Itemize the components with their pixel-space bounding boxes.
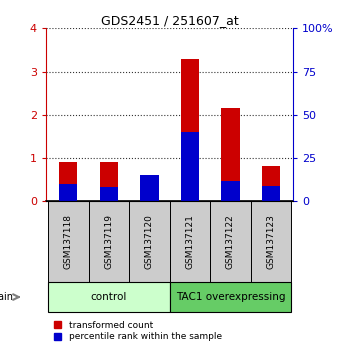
Bar bbox=[251, 201, 291, 281]
Bar bbox=[48, 281, 170, 313]
Legend: transformed count, percentile rank within the sample: transformed count, percentile rank withi… bbox=[50, 317, 225, 345]
Bar bbox=[221, 181, 240, 201]
Bar bbox=[129, 201, 170, 281]
Bar bbox=[89, 201, 129, 281]
Bar bbox=[59, 162, 77, 201]
Text: GSM137118: GSM137118 bbox=[64, 214, 73, 269]
Text: GSM137119: GSM137119 bbox=[104, 214, 113, 269]
Bar bbox=[100, 188, 118, 201]
Bar bbox=[210, 201, 251, 281]
Text: GSM137122: GSM137122 bbox=[226, 214, 235, 269]
Bar bbox=[140, 198, 159, 201]
Text: GSM137121: GSM137121 bbox=[186, 214, 194, 269]
Text: GSM137123: GSM137123 bbox=[266, 214, 276, 269]
Bar bbox=[170, 281, 291, 313]
Text: TAC1 overexpressing: TAC1 overexpressing bbox=[176, 292, 285, 302]
Bar bbox=[181, 59, 199, 201]
Text: control: control bbox=[91, 292, 127, 302]
Bar bbox=[140, 175, 159, 201]
Text: strain: strain bbox=[0, 292, 14, 302]
Text: GSM137120: GSM137120 bbox=[145, 214, 154, 269]
Bar bbox=[181, 132, 199, 201]
Bar bbox=[262, 186, 280, 201]
Bar bbox=[48, 201, 89, 281]
Bar bbox=[170, 201, 210, 281]
Bar bbox=[221, 108, 240, 201]
Bar bbox=[100, 162, 118, 201]
Bar bbox=[262, 166, 280, 201]
Bar bbox=[59, 184, 77, 201]
Title: GDS2451 / 251607_at: GDS2451 / 251607_at bbox=[101, 14, 238, 27]
